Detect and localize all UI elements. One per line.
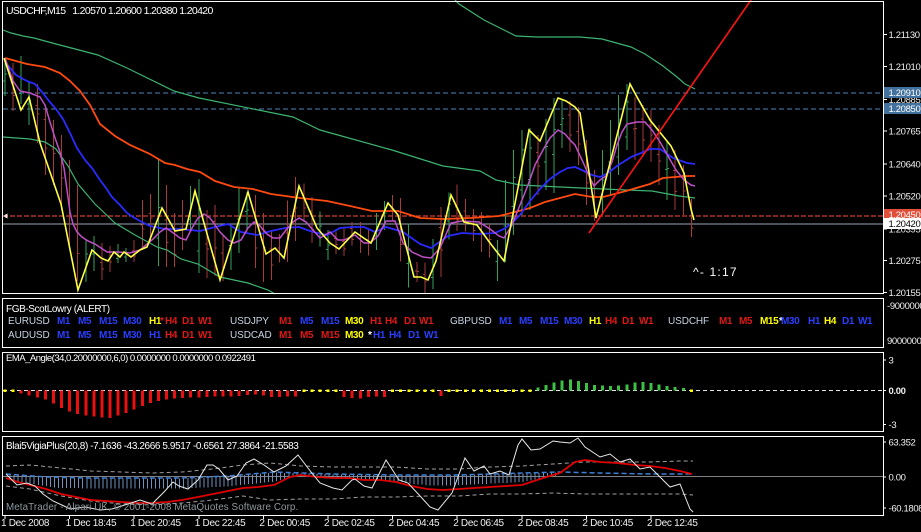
svg-text:1.21010: 1.21010	[889, 62, 921, 73]
svg-text:M15: M15	[99, 316, 118, 327]
svg-text:H1: H1	[589, 316, 602, 327]
svg-text:H1: H1	[149, 316, 162, 327]
svg-text:*: *	[160, 316, 164, 327]
svg-text:H1: H1	[373, 330, 386, 341]
svg-text:1.20765: 1.20765	[889, 127, 921, 138]
svg-text:M5: M5	[519, 316, 533, 327]
svg-text:M5: M5	[78, 316, 92, 327]
svg-text:1.20420: 1.20420	[889, 219, 921, 230]
svg-text:M30: M30	[123, 316, 142, 327]
svg-text:1.20520: 1.20520	[889, 191, 921, 202]
svg-text:H1: H1	[370, 316, 383, 327]
svg-text:M5: M5	[739, 316, 753, 327]
svg-text:D1: D1	[842, 316, 855, 327]
svg-text:M30: M30	[123, 330, 142, 341]
svg-text:MetaTrader - Alpari UK, © 2001: MetaTrader - Alpari UK, © 2001-2008 Meta…	[6, 502, 298, 513]
svg-text:M5: M5	[78, 330, 92, 341]
svg-text:AUDUSD: AUDUSD	[8, 330, 50, 341]
svg-text:H4: H4	[605, 316, 618, 327]
svg-text:D1: D1	[182, 330, 195, 341]
svg-text:1 Dec 20:45: 1 Dec 20:45	[130, 518, 181, 529]
svg-text:M5: M5	[300, 316, 314, 327]
svg-text:M30: M30	[345, 330, 364, 341]
svg-text:63.352: 63.352	[889, 438, 916, 449]
svg-text:1.20275: 1.20275	[889, 256, 921, 267]
svg-text:D1: D1	[408, 330, 421, 341]
svg-text:H1: H1	[808, 316, 821, 327]
svg-text:M30: M30	[564, 316, 583, 327]
svg-text:USDCHF,M15 1.20570 1.20600 1: USDCHF,M15 1.20570 1.20600 1.20380 1.204…	[6, 5, 213, 17]
svg-text:1.20885: 1.20885	[889, 95, 921, 106]
svg-text:M1: M1	[279, 316, 293, 327]
svg-text:EURUSD: EURUSD	[8, 316, 50, 327]
svg-text:2 Dec 10:45: 2 Dec 10:45	[582, 518, 633, 529]
svg-text:M15: M15	[321, 316, 340, 327]
svg-text:D1: D1	[404, 316, 417, 327]
svg-text:M1: M1	[279, 330, 293, 341]
svg-text:W1: W1	[198, 330, 213, 341]
svg-text:2 Dec 00:45: 2 Dec 00:45	[259, 518, 310, 529]
svg-text:M15: M15	[540, 316, 559, 327]
svg-text:H1: H1	[149, 330, 162, 341]
svg-text:2 Dec 06:45: 2 Dec 06:45	[453, 518, 504, 529]
svg-text:*: *	[779, 316, 783, 327]
svg-text:1.20155: 1.20155	[889, 288, 921, 299]
svg-text:9000000: 9000000	[887, 336, 921, 347]
svg-text:*: *	[368, 330, 372, 341]
svg-text:1.20450: 1.20450	[889, 210, 921, 221]
svg-text:H4: H4	[165, 316, 178, 327]
svg-text:0.00: 0.00	[889, 386, 906, 397]
svg-text:1 Dec 22:45: 1 Dec 22:45	[195, 518, 246, 529]
svg-text:M1: M1	[719, 316, 733, 327]
svg-text:2 Dec 12:45: 2 Dec 12:45	[647, 518, 698, 529]
svg-text:M1: M1	[499, 316, 513, 327]
svg-text:M15: M15	[99, 330, 118, 341]
svg-text:W1: W1	[198, 316, 213, 327]
svg-text:0.00: 0.00	[889, 473, 906, 484]
svg-text:-3: -3	[889, 420, 897, 431]
svg-text:W1: W1	[858, 316, 873, 327]
svg-text:D1: D1	[622, 316, 635, 327]
svg-text:1.20395: 1.20395	[889, 224, 921, 235]
svg-text:USDJPY: USDJPY	[230, 316, 269, 327]
svg-text:W1: W1	[424, 330, 439, 341]
svg-text:H4: H4	[389, 330, 402, 341]
svg-text:M30: M30	[781, 316, 800, 327]
svg-text:Blai5VigiaPlus(20,8) -7.1636 -: Blai5VigiaPlus(20,8) -7.1636 -43.2666 5.…	[6, 441, 299, 452]
svg-text:GBPUSD: GBPUSD	[450, 316, 492, 327]
svg-text:1.20850: 1.20850	[889, 104, 921, 115]
svg-text:M30: M30	[345, 316, 364, 327]
svg-text:2 Dec 08:45: 2 Dec 08:45	[518, 518, 569, 529]
svg-text:-60.1808: -60.1808	[889, 504, 921, 515]
svg-text:M15: M15	[321, 330, 340, 341]
svg-text:H4: H4	[385, 316, 398, 327]
svg-text:H4: H4	[824, 316, 837, 327]
svg-text:FGB-ScotLowry (ALERT): FGB-ScotLowry (ALERT)	[6, 304, 110, 315]
svg-text:2 Dec 02:45: 2 Dec 02:45	[324, 518, 375, 529]
svg-text:1.20910: 1.20910	[889, 88, 921, 99]
svg-text:M15: M15	[760, 316, 779, 327]
svg-text:D1: D1	[182, 316, 195, 327]
svg-text:EMA_Angle(34,0.20000000,6,0) 0: EMA_Angle(34,0.20000000,6,0) 0.0000000 0…	[6, 353, 256, 364]
svg-text:1.20640: 1.20640	[889, 160, 921, 171]
svg-text:1 Dec 2008: 1 Dec 2008	[1, 518, 50, 529]
svg-text:M1: M1	[57, 330, 71, 341]
svg-text:^- 1:17: ^- 1:17	[693, 265, 738, 279]
svg-text:2 Dec 04:45: 2 Dec 04:45	[389, 518, 440, 529]
svg-text:1.21130: 1.21130	[889, 30, 920, 41]
svg-text:1 Dec 18:45: 1 Dec 18:45	[66, 518, 117, 529]
svg-text:H4: H4	[165, 330, 178, 341]
svg-text:W1: W1	[639, 316, 654, 327]
svg-text:USDCAD: USDCAD	[230, 330, 272, 341]
svg-text:M5: M5	[300, 330, 314, 341]
svg-text:3: 3	[889, 356, 894, 367]
svg-text:M1: M1	[57, 316, 71, 327]
svg-text:W1: W1	[419, 316, 434, 327]
svg-text:-9000000: -9000000	[887, 301, 921, 312]
svg-text:USDCHF: USDCHF	[668, 316, 709, 327]
